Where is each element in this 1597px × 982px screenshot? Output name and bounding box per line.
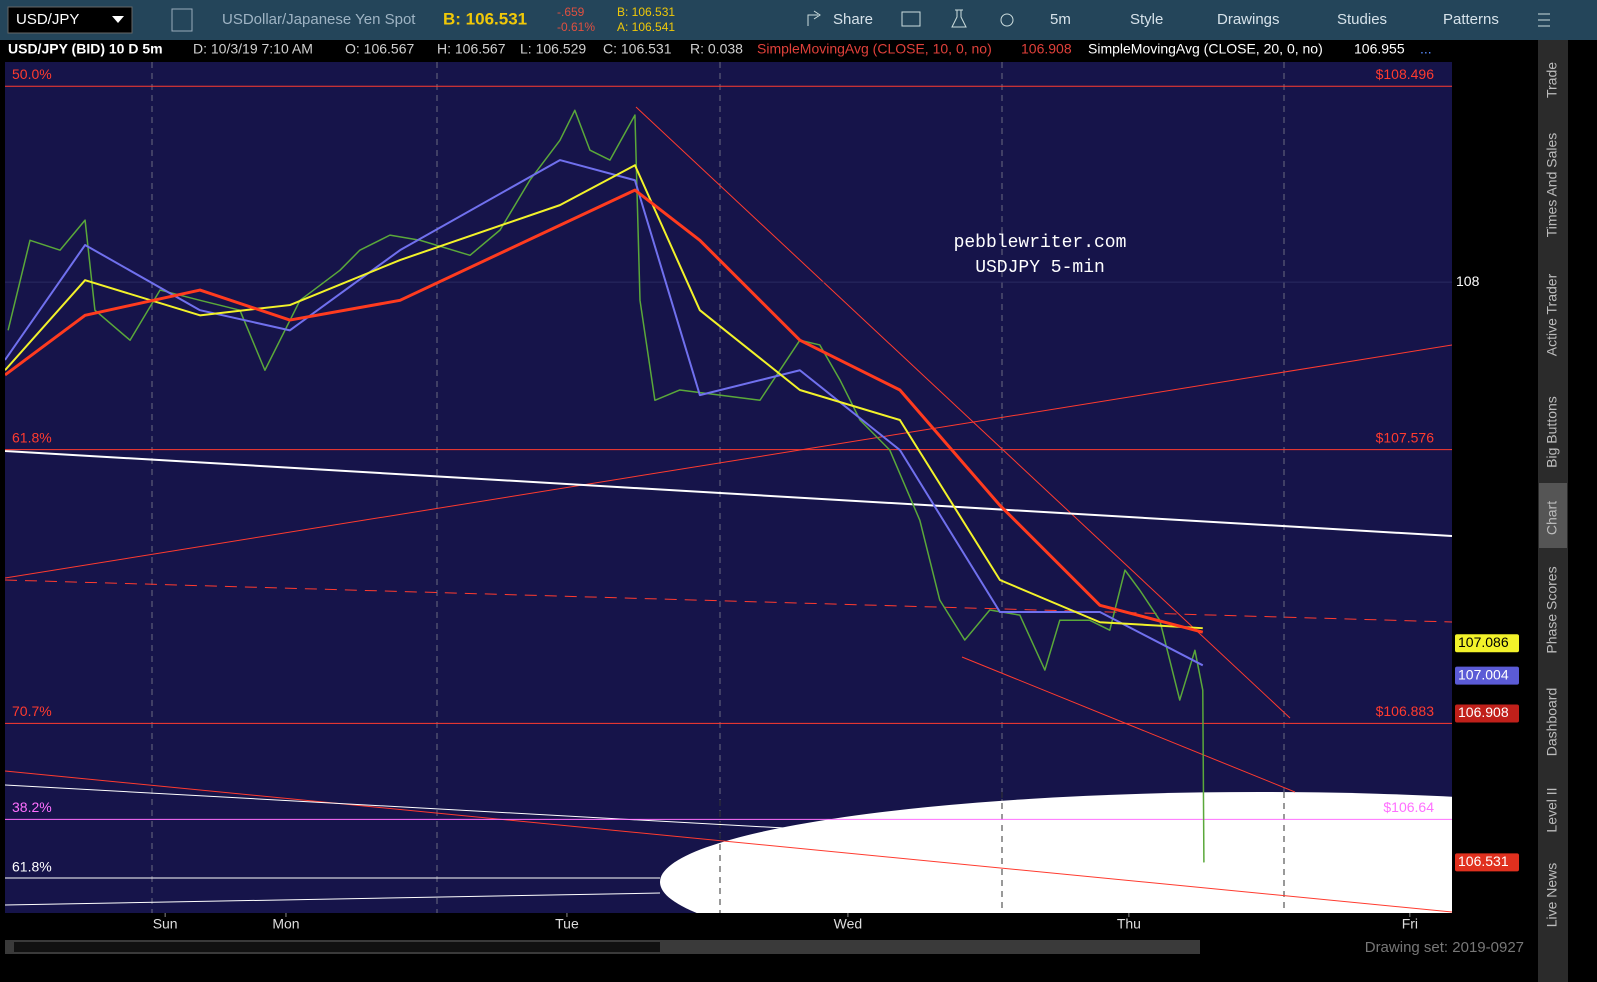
- x-tick-label: Wed: [834, 916, 863, 932]
- plot-area: [5, 62, 1452, 913]
- info-bar-bg: [0, 40, 1597, 61]
- timeframe-button[interactable]: 5m: [1050, 11, 1071, 28]
- fib-level-pct: 50.0%: [12, 66, 52, 82]
- fib-level-value: $108.496: [1376, 66, 1435, 82]
- trend-lines: [5, 106, 1452, 913]
- bid-small: B: 106.531: [617, 5, 675, 19]
- share-button[interactable]: Share: [833, 11, 873, 28]
- side-tab[interactable]: Times And Sales: [1544, 133, 1560, 238]
- bid: B: 106.531: [443, 9, 527, 28]
- active-tab-bg: [1539, 483, 1567, 548]
- side-tab[interactable]: Dashboard: [1544, 688, 1560, 757]
- annotation: USDJPY 5-min: [975, 258, 1105, 278]
- fib-level-value: $106.883: [1376, 703, 1435, 719]
- x-tick-label: Mon: [272, 916, 299, 932]
- fib-level-pct: 61.8%: [12, 429, 52, 445]
- price-badge: [1455, 853, 1519, 872]
- hash-button[interactable]: [171, 8, 193, 32]
- info-low: L: 106.529: [520, 41, 586, 57]
- study-2-value: 106.955: [1354, 41, 1405, 57]
- studies-button[interactable]: Studies: [1337, 11, 1387, 28]
- side-tab[interactable]: Trade: [1544, 62, 1560, 98]
- lower-level-label: 61.8%: [12, 859, 52, 875]
- series-line: [5, 164, 1203, 630]
- price-badge-label: 107.086: [1458, 634, 1509, 650]
- toolbar-bg: [0, 0, 1597, 40]
- study-1-value: 106.908: [1021, 41, 1072, 57]
- x-tick-label: Thu: [1117, 916, 1141, 932]
- price-badge: [1455, 634, 1519, 653]
- fib-level-pct: 38.2%: [12, 799, 52, 815]
- fib-level-value: $107.576: [1376, 429, 1435, 445]
- side-tab[interactable]: Level II: [1544, 787, 1560, 832]
- description: USDollar/Japanese Yen Spot: [222, 11, 416, 28]
- info-date: D: 10/3/19 7:10 AM: [193, 41, 313, 57]
- x-tick-label: Fri: [1402, 916, 1418, 932]
- ask-small: A: 106.541: [617, 20, 675, 34]
- info-high: H: 106.567: [437, 41, 506, 57]
- plot: 61.8% pebblewriter.com USDJPY 5-min 50.0…: [5, 62, 1452, 913]
- side-tab[interactable]: Active Trader: [1544, 273, 1560, 356]
- y-tick-label: 108: [1456, 273, 1480, 289]
- side-tab[interactable]: Big Buttons: [1544, 396, 1560, 468]
- x-tick-label: Tue: [555, 916, 579, 932]
- side-tab[interactable]: Chart: [1544, 501, 1560, 535]
- price-badge: [1455, 666, 1519, 685]
- info-symbol: USD/JPY (BID) 10 D 5m: [8, 41, 163, 57]
- symbol-box[interactable]: [7, 6, 133, 34]
- side-tab[interactable]: Phase Scores: [1544, 566, 1560, 653]
- series-line: [5, 159, 1204, 667]
- dropdown-icon: [112, 16, 124, 23]
- price-axis: [1452, 62, 1538, 913]
- annotation: pebblewriter.com: [954, 233, 1127, 253]
- side-tab[interactable]: Live News: [1544, 863, 1560, 928]
- study-2[interactable]: SimpleMovingAvg (CLOSE, 20, 0, no): [1088, 41, 1323, 57]
- drawings-button[interactable]: Drawings: [1217, 11, 1280, 28]
- price-badge: [1455, 704, 1519, 723]
- white-ellipse: [660, 792, 1452, 913]
- price-badge-label: 106.531: [1458, 853, 1509, 869]
- time-grid: [151, 62, 1285, 913]
- series-line: [5, 188, 1204, 634]
- x-tick-label: Sun: [153, 916, 178, 932]
- change: -.659: [557, 5, 585, 19]
- info-close: C: 106.531: [603, 41, 672, 57]
- style-button[interactable]: Style: [1130, 11, 1163, 28]
- info-range: R: 0.038: [690, 41, 743, 57]
- toolbar-icons: [807, 9, 1550, 28]
- change-pct: -0.61%: [557, 20, 595, 34]
- price-badge-label: 106.908: [1458, 704, 1509, 720]
- scroll-thumb[interactable]: [14, 942, 660, 952]
- price-badge-label: 107.004: [1458, 666, 1509, 682]
- study-1[interactable]: SimpleMovingAvg (CLOSE, 10, 0, no): [757, 41, 992, 57]
- fib-level-value: $106.64: [1383, 799, 1434, 815]
- time-grid-on-white: [719, 792, 1285, 913]
- drawing-set: Drawing set: 2019-0927: [1365, 939, 1524, 956]
- symbol[interactable]: USD/JPY: [16, 11, 79, 28]
- more-studies[interactable]: ...: [1420, 41, 1432, 57]
- info-open: O: 106.567: [345, 41, 414, 57]
- fib-level-pct: 70.7%: [12, 703, 52, 719]
- patterns-button[interactable]: Patterns: [1443, 11, 1499, 28]
